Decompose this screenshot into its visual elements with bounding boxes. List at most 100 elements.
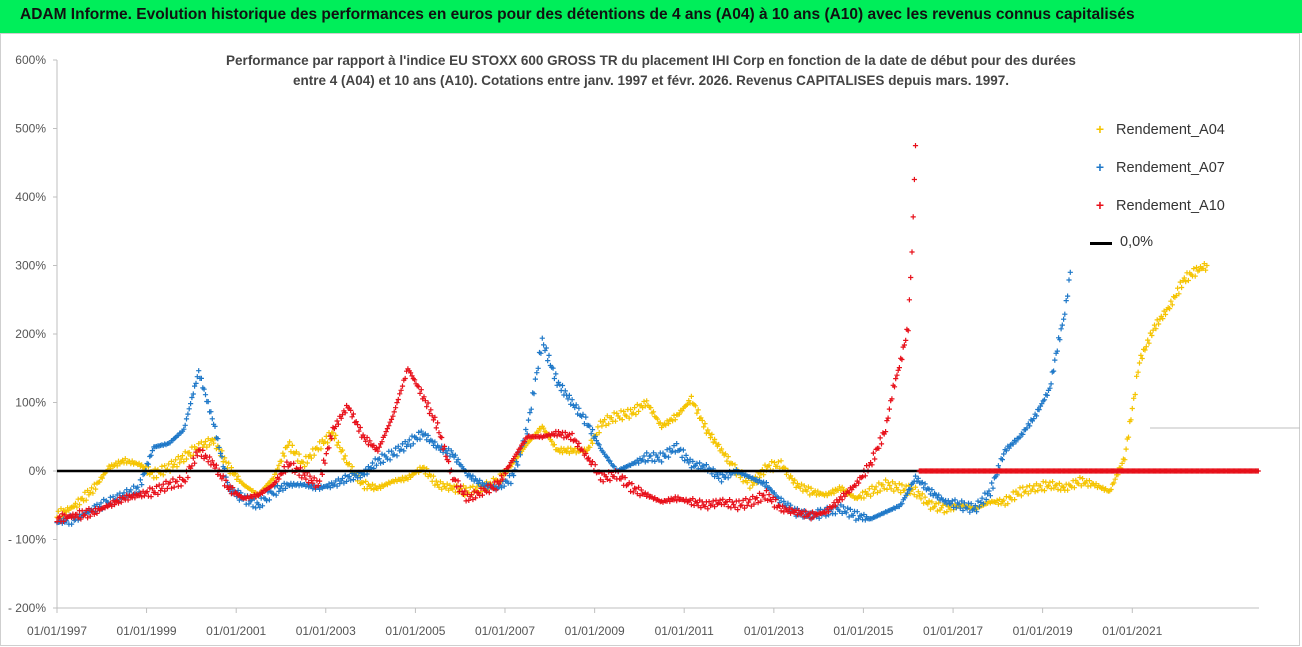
marker-rendement-a07 [1051,368,1057,374]
marker-rendement-a04 [1185,277,1191,284]
marker-rendement-a04 [296,451,302,457]
marker-rendement-a10 [862,473,868,479]
marker-rendement-a04 [861,495,867,501]
marker-rendement-a04 [725,454,731,460]
marker-rendement-a07 [850,512,856,519]
marker-rendement-a10 [397,391,403,397]
marker-rendement-a10 [441,443,448,449]
y-tick-label: 100% [15,396,46,410]
marker-rendement-a10 [402,375,408,382]
marker-rendement-a04 [1169,302,1175,308]
marker-rendement-a10 [796,507,802,514]
marker-rendement-a10 [618,476,624,482]
marker-rendement-a10 [394,400,400,406]
marker-rendement-a07 [331,482,337,488]
marker-rendement-a07 [656,457,662,463]
marker-rendement-a07 [1006,445,1012,451]
marker-rendement-a07 [588,431,594,437]
marker-rendement-a07 [192,383,198,389]
marker-rendement-a10 [743,496,749,502]
marker-rendement-a04 [769,459,775,465]
marker-rendement-a04 [1045,483,1052,489]
marker-rendement-a10 [348,407,354,413]
marker-rendement-a07 [1065,293,1071,299]
marker-rendement-a10 [213,462,219,468]
marker-rendement-a07 [1061,316,1067,322]
marker-rendement-a10 [125,497,131,503]
marker-rendement-a10 [458,483,464,489]
marker-rendement-a07 [718,479,725,485]
marker-rendement-a10 [739,502,745,508]
marker-rendement-a04 [341,456,347,462]
marker-rendement-a07 [788,502,794,508]
marker-rendement-a10 [137,490,143,496]
marker-rendement-a07 [575,411,581,417]
marker-rendement-a07 [402,439,408,445]
marker-rendement-a07 [368,465,374,471]
marker-rendement-a10 [393,405,399,411]
marker-rendement-a07 [573,402,579,408]
marker-rendement-a07 [956,501,962,507]
marker-rendement-a10 [849,487,855,493]
marker-rendement-a10 [391,409,397,415]
marker-rendement-a10 [561,435,567,441]
marker-rendement-a04 [912,484,919,490]
marker-rendement-a04 [597,418,604,424]
marker-rendement-a10 [773,497,779,503]
marker-rendement-a04 [1080,476,1086,482]
marker-rendement-a10 [334,418,340,424]
marker-rendement-a04 [712,436,718,442]
marker-rendement-a04 [369,481,376,487]
marker-rendement-a10 [360,432,366,438]
marker-rendement-a10 [622,475,628,481]
marker-rendement-a07 [511,472,517,479]
marker-rendement-a07 [781,498,787,504]
x-tick-label: 01/01/2001 [206,624,266,638]
marker-rendement-a04 [91,481,97,487]
marker-rendement-a07 [387,457,393,463]
marker-rendement-a07 [257,504,263,510]
marker-rendement-a04 [177,460,183,466]
marker-rendement-a10 [452,477,458,483]
marker-rendement-a10 [878,441,885,447]
marker-rendement-a10 [335,421,341,427]
marker-rendement-a10 [807,510,813,516]
marker-rendement-a04 [1135,369,1141,375]
marker-rendement-a04 [888,486,894,492]
marker-rendement-a04 [695,407,701,413]
marker-rendement-a07 [545,358,551,364]
marker-rendement-a04 [716,441,722,448]
marker-rendement-a07 [978,499,984,505]
marker-rendement-a04 [308,455,314,461]
marker-rendement-a07 [422,431,428,437]
marker-rendement-a04 [363,478,369,484]
marker-rendement-a10 [899,356,905,363]
marker-rendement-a10 [421,394,427,400]
marker-rendement-a04 [1136,360,1143,366]
marker-rendement-a04 [895,487,901,493]
marker-rendement-a04 [289,442,295,448]
marker-rendement-a04 [368,485,374,491]
marker-rendement-a04 [1056,480,1062,486]
marker-rendement-a10 [642,490,648,496]
marker-rendement-a10 [160,481,166,487]
marker-rendement-a04 [1050,479,1056,485]
marker-rendement-a10 [470,496,476,503]
marker-rendement-a07 [634,457,640,463]
marker-rendement-a07 [604,454,610,460]
marker-rendement-a07 [650,450,657,456]
marker-rendement-a10 [903,337,909,343]
marker-rendement-a04 [192,444,198,450]
marker-rendement-a07 [847,506,853,512]
marker-rendement-a07 [501,483,507,489]
marker-rendement-a04 [302,463,308,470]
marker-rendement-a07 [1027,423,1033,429]
marker-rendement-a10 [506,463,513,469]
marker-rendement-a04 [1128,417,1134,423]
marker-rendement-a10 [219,476,225,482]
marker-rendement-a07 [580,411,586,417]
marker-rendement-a10 [355,422,361,428]
marker-rendement-a10 [390,413,396,419]
marker-rendement-a07 [659,459,665,465]
marker-rendement-a10 [153,483,160,489]
